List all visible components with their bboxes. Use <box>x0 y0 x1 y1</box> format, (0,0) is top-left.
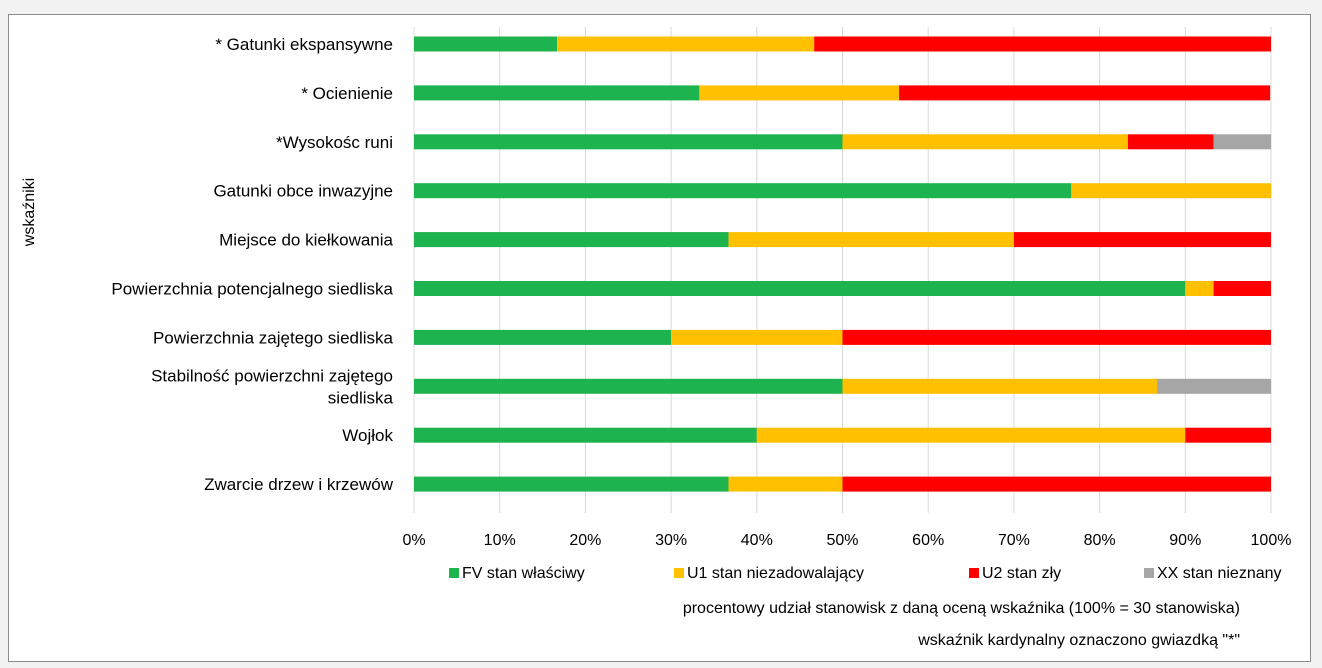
bar-segment <box>842 378 1158 394</box>
x-tick-label: 0% <box>402 532 425 549</box>
bar-segment <box>1185 281 1214 296</box>
bar-segment <box>842 134 1128 150</box>
bar-segment <box>728 232 1014 248</box>
legend-swatch <box>674 568 684 578</box>
category-label: Stabilność powierzchni zajętego siedliska <box>151 366 393 407</box>
x-tick-label: 10% <box>484 532 516 549</box>
bar-segment <box>899 85 1271 101</box>
bar-segment <box>1213 134 1271 150</box>
x-tick-label: 100% <box>1251 532 1292 549</box>
x-tick-label: 50% <box>826 532 858 549</box>
bar-segment <box>842 476 1271 492</box>
bar-segment <box>1013 232 1271 248</box>
note-percentage: procentowy udział stanowisk z daną oceną… <box>682 600 1240 617</box>
x-tick-labels: 0% 10% 20% 30% 40% 50% 60% 70% 80% 90% 100% <box>402 532 1291 549</box>
bar-segment <box>699 85 900 101</box>
bar-segment <box>414 427 757 443</box>
bar-segment <box>557 36 815 52</box>
legend-swatch <box>969 568 979 578</box>
x-tick-label: 60% <box>912 532 944 549</box>
category-label: Wojłok <box>342 426 393 445</box>
bar-segment <box>414 329 672 345</box>
category-label: * Gatunki ekspansywne <box>215 35 393 54</box>
legend-label: FV stan właściwy <box>462 565 585 582</box>
x-tick-label: 30% <box>655 532 687 549</box>
category-label: * Ocienienie <box>301 84 393 103</box>
bar-segment <box>671 329 843 345</box>
bar-segment <box>414 85 700 101</box>
bar-segment <box>842 329 1271 345</box>
x-tick-label: 90% <box>1169 532 1201 549</box>
category-label: Powierzchnia potencjalnego siedliska <box>111 280 393 299</box>
chart-frame: * Gatunki ekspansywne * Ocienienie *Wysoko… <box>8 14 1311 662</box>
bar-segment <box>414 36 558 52</box>
bar-segment <box>756 427 1186 443</box>
y-axis-label: wskaźniki <box>21 178 38 247</box>
bar-segment <box>414 281 1186 296</box>
category-label: Powierzchnia zajętego siedliska <box>153 328 394 347</box>
category-label: Miejsce do kiełkowania <box>219 231 393 250</box>
bar-segment <box>728 476 843 492</box>
legend-label: U1 stan niezadowalający <box>687 565 864 582</box>
bar-segment <box>414 134 843 150</box>
stacked-bar-chart: * Gatunki ekspansywne * Ocienienie *Wysoko… <box>21 27 1291 582</box>
x-tick-label: 20% <box>569 532 601 549</box>
note-cardinal: wskaźnik kardynalny oznaczono gwiazdką "… <box>918 632 1240 649</box>
bar-segment <box>1185 427 1271 443</box>
bar-segment <box>414 232 729 248</box>
category-label: *Wysokośc runi <box>276 133 393 152</box>
bar-segment <box>1157 378 1271 394</box>
x-tick-label: 40% <box>741 532 773 549</box>
bar-segment <box>414 378 843 394</box>
category-labels: * Gatunki ekspansywne * Ocienienie *Wysoko… <box>111 35 393 494</box>
bars <box>414 36 1271 492</box>
bar-segment <box>414 183 1072 199</box>
bar-segment <box>1213 281 1271 296</box>
bar-segment <box>1071 183 1271 199</box>
legend: FV stan właściwy U1 stan niezadowalający U… <box>449 565 1282 582</box>
bar-segment <box>814 36 1271 52</box>
bar-segment <box>1127 134 1214 150</box>
category-label: Zwarcie drzew i krzewów <box>204 475 394 494</box>
legend-label: XX stan nieznany <box>1157 565 1282 582</box>
x-tick-label: 70% <box>998 532 1030 549</box>
legend-swatch <box>1144 568 1154 578</box>
legend-label: U2 stan zły <box>982 565 1061 582</box>
x-tick-label: 80% <box>1084 532 1116 549</box>
legend-swatch <box>449 568 459 578</box>
bar-segment <box>414 476 729 492</box>
category-label: Gatunki obce inwazyjne <box>213 182 393 201</box>
